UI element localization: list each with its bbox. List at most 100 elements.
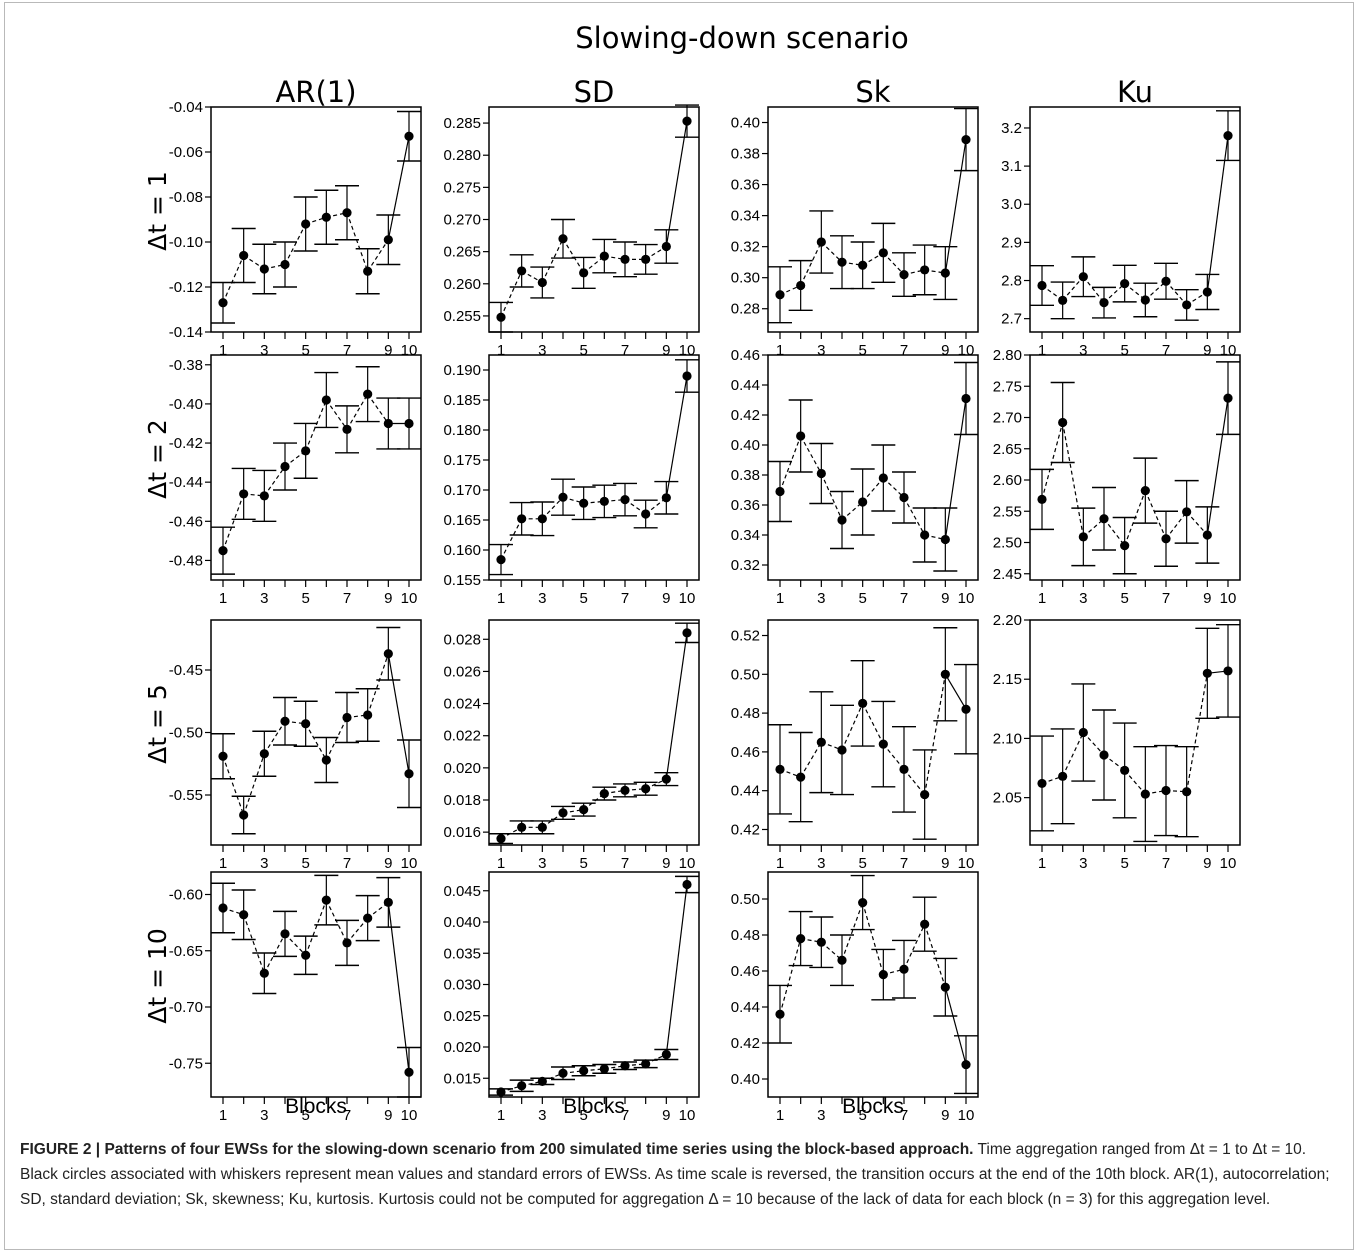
- data-point: [280, 259, 290, 270]
- y-tick-label: -0.42: [169, 435, 203, 452]
- caption-body: Time aggregation ranged from Δt = 1 to Δ…: [20, 1141, 1330, 1208]
- data-point: [878, 739, 888, 749]
- connector-line: [800, 741, 822, 778]
- data-point: [259, 749, 269, 759]
- data-point: [961, 134, 971, 145]
- connector-line: [779, 938, 802, 1015]
- y-tick-label: -0.38: [169, 357, 203, 374]
- data-point: [1223, 666, 1233, 676]
- y-tick-label: 0.260: [443, 276, 481, 293]
- y-tick-label: 2.55: [993, 503, 1022, 520]
- y-tick-label: 3.2: [1001, 120, 1022, 137]
- x-tick-label: 9: [384, 590, 392, 607]
- x-tick-label: 1: [219, 855, 227, 872]
- connector-line: [305, 899, 327, 956]
- data-point: [517, 1081, 527, 1091]
- data-point: [280, 716, 290, 726]
- column-header-ku: Ku: [1117, 75, 1153, 109]
- x-axis-label: Blocks: [563, 1095, 625, 1118]
- connector-line: [243, 753, 265, 816]
- x-tick-label: 10: [1220, 342, 1237, 359]
- x-tick-label: 7: [1162, 590, 1170, 607]
- panel-frame: [767, 619, 979, 846]
- x-tick-label: 1: [497, 342, 505, 359]
- data-point: [363, 710, 373, 720]
- data-point: [641, 784, 651, 794]
- data-point: [239, 910, 249, 920]
- connector-line: [841, 703, 864, 751]
- data-point: [1140, 295, 1150, 305]
- data-point: [961, 393, 971, 404]
- y-tick-label: 0.42: [731, 821, 760, 838]
- x-tick-label: 3: [817, 1107, 825, 1124]
- x-tick-label: 7: [900, 342, 908, 359]
- caption-bold-text: Patterns of four EWSs for the slowing-do…: [104, 1141, 974, 1158]
- y-tick-label: 2.20: [993, 612, 1022, 629]
- y-tick-label: 3.1: [1001, 158, 1022, 175]
- x-tick-label: 10: [1220, 590, 1237, 607]
- connector-line: [367, 653, 389, 716]
- y-tick-label: -0.45: [169, 662, 203, 679]
- data-point: [517, 514, 527, 524]
- connector-line: [263, 466, 286, 497]
- x-tick-label: 3: [1079, 855, 1087, 872]
- y-tick-label: -0.65: [169, 943, 203, 960]
- y-tick-label: 0.46: [731, 347, 760, 364]
- data-point: [878, 248, 888, 258]
- y-tick-label: 0.46: [731, 963, 760, 980]
- data-point: [496, 1087, 506, 1097]
- data-point: [1078, 727, 1088, 738]
- data-point: [537, 1076, 547, 1086]
- panel-t-2-ar-1: -0.38 -0.40 -0.42 -0.44 -0.46 -0.48 1 3 5 7 9 10: [169, 354, 422, 607]
- x-tick-label: 9: [662, 1107, 670, 1124]
- connector-line: [1144, 490, 1167, 539]
- data-point: [259, 968, 269, 978]
- connector-line: [1062, 732, 1084, 777]
- x-tick-label: 9: [941, 1107, 949, 1124]
- data-point: [259, 491, 269, 501]
- data-point: [858, 260, 868, 270]
- data-point: [1120, 278, 1130, 289]
- x-tick-label: 10: [958, 342, 975, 359]
- x-tick-label: 7: [343, 855, 351, 872]
- y-tick-label: 0.36: [731, 177, 760, 194]
- x-tick-label: 10: [958, 1107, 975, 1124]
- x-tick-label: 1: [1038, 855, 1046, 872]
- data-point: [858, 898, 868, 908]
- data-point: [404, 418, 414, 429]
- x-tick-label: 9: [384, 1107, 392, 1124]
- y-tick-label: 0.40: [731, 437, 760, 454]
- x-tick-label: 5: [858, 1107, 866, 1124]
- data-point: [1099, 298, 1109, 308]
- x-tick-label: 9: [384, 855, 392, 872]
- connector-line: [882, 252, 905, 275]
- y-tick-label: -0.44: [169, 474, 203, 491]
- panel-frame: [767, 354, 979, 581]
- y-tick-label: -0.46: [169, 513, 203, 530]
- connector-line: [1206, 398, 1229, 536]
- connector-line: [903, 768, 926, 795]
- x-tick-label: 9: [1203, 590, 1211, 607]
- data-point: [1202, 530, 1212, 540]
- connector-line: [944, 398, 967, 540]
- connector-line: [305, 399, 327, 452]
- panel-frame: [210, 871, 422, 1098]
- panel-frame: [488, 871, 700, 1098]
- data-point: [558, 1068, 568, 1078]
- data-point: [599, 251, 609, 261]
- y-tick-label: 3.0: [1001, 196, 1022, 213]
- connector-line: [800, 435, 822, 474]
- connector-line: [325, 717, 348, 761]
- data-point: [899, 764, 909, 774]
- caption-label: FIGURE 2 |: [20, 1141, 105, 1158]
- data-point: [940, 534, 950, 545]
- y-tick-label: 0.40: [731, 115, 760, 132]
- panel-frame: [1029, 619, 1241, 846]
- data-point: [641, 509, 651, 519]
- data-point: [1037, 778, 1047, 789]
- data-point: [496, 833, 506, 844]
- y-tick-label: 0.32: [731, 557, 760, 574]
- panel-t-5-ar-1: -0.45 -0.50 -0.55 1 3 5 7 9 10: [169, 619, 422, 872]
- connector-line: [346, 212, 369, 272]
- x-tick-label: 7: [343, 590, 351, 607]
